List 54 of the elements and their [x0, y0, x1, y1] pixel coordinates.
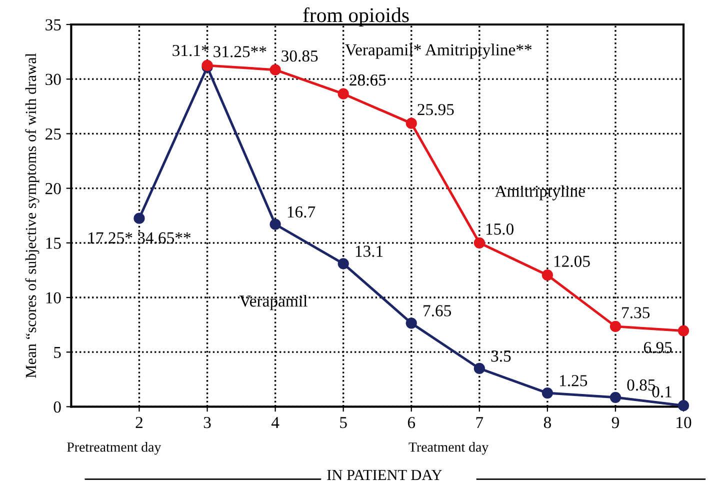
x-tick-label: 7 [476, 417, 484, 428]
point [270, 64, 281, 76]
point [610, 320, 622, 332]
point [270, 218, 281, 230]
data-label: 13.1 [356, 246, 383, 257]
x-tick-label: 9 [612, 416, 619, 428]
annotation: Verapamil* Amitriptyline** [345, 44, 532, 59]
point [338, 88, 349, 100]
data-label: 28.65 [350, 74, 386, 86]
text: IN PATIENT DAY [327, 470, 442, 480]
point [542, 270, 554, 281]
text: Verapamil [239, 294, 308, 310]
text: Pretreatment day [67, 442, 162, 455]
y-tick-label: 15 [46, 238, 61, 249]
y-tick-label: 35 [46, 19, 61, 30]
data-label: 31.25** [214, 46, 266, 58]
x-tick-label: 8 [544, 416, 551, 428]
data-label: 7.35 [622, 307, 650, 318]
data-label: 15.0 [486, 223, 514, 235]
x-tick-label: 5 [340, 417, 347, 428]
y-tick-label: 20 [46, 183, 61, 194]
y-tick-label: 30 [46, 74, 61, 86]
point [678, 400, 690, 412]
y-tick-label: 10 [46, 292, 61, 304]
chart-title: from opioids [303, 7, 409, 26]
point [474, 237, 485, 248]
text: Amitriptyline [494, 185, 585, 200]
data-label: 6.95 [644, 342, 672, 354]
data-label: 25.95 [418, 104, 454, 116]
point [542, 387, 554, 399]
data-label: 1.25 [560, 375, 588, 386]
y-tick-label: 0 [54, 401, 61, 413]
point [406, 118, 417, 129]
data-label: 30.85 [282, 50, 318, 62]
point [406, 318, 417, 329]
data-label: 3.5 [491, 350, 511, 362]
data-label: 31.1* [172, 44, 209, 56]
data-label: 12.05 [554, 256, 590, 268]
point [474, 362, 485, 374]
data-label: 16.7 [288, 206, 316, 218]
x-tick-label: 6 [408, 416, 416, 428]
x-tick-label: 3 [204, 416, 211, 428]
text: Treatment day [408, 442, 489, 455]
x-tick-label: 10 [676, 416, 692, 428]
point [678, 325, 690, 336]
point [338, 258, 349, 270]
y-tick-label: 5 [54, 346, 61, 358]
point [610, 392, 622, 403]
x-tick-label: 4 [271, 417, 280, 428]
y-tick-label: 25 [46, 128, 61, 140]
x-tick-label: 2 [136, 416, 142, 428]
point [134, 212, 145, 224]
data-label: 7.65 [424, 305, 452, 316]
y-axis-title: Mean “scores of subjective symptoms of with drawal [25, 53, 40, 378]
